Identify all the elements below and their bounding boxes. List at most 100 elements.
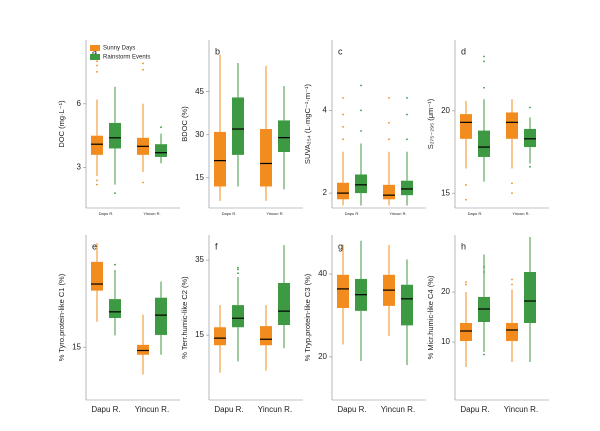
panel-label: b: [215, 46, 220, 56]
outlier: [342, 97, 344, 99]
y-tick-label: 20: [441, 287, 450, 296]
box: [337, 182, 349, 200]
legend-label: Sunny Days: [103, 46, 135, 52]
outlier: [160, 126, 162, 129]
x-tick-label: Dapu R.: [214, 405, 243, 414]
outlier: [114, 192, 116, 195]
box: [232, 97, 244, 155]
x-tick-label: Dapu R.: [345, 211, 360, 216]
y-tick-label: 4: [323, 105, 328, 114]
x-tick-label: Yincun R.: [266, 211, 283, 216]
box: [524, 272, 536, 323]
outlier: [360, 109, 362, 112]
box: [91, 261, 103, 291]
outlier: [237, 266, 239, 269]
y-axis-label: % Tryp.protein-like C3 (%): [303, 273, 312, 361]
y-axis-label: BDOC (%): [180, 106, 189, 142]
x-tick-label: Yincun R.: [143, 211, 160, 216]
outlier: [511, 283, 513, 286]
y-tick-label: 40: [318, 269, 327, 278]
outlier: [465, 198, 467, 201]
outlier: [511, 278, 513, 281]
box: [383, 184, 395, 200]
x-tick-label: Yincun R.: [512, 211, 529, 216]
outlier: [142, 62, 144, 65]
panel-label: g: [338, 241, 343, 251]
y-tick-label: 30: [195, 130, 204, 139]
panel-label: d: [461, 46, 466, 56]
outlier: [360, 84, 362, 87]
outlier: [465, 283, 467, 286]
outlier: [342, 125, 344, 128]
box: [460, 114, 472, 139]
outlier: [511, 182, 513, 185]
outlier: [237, 268, 239, 271]
outlier: [96, 183, 98, 186]
box: [137, 344, 149, 355]
y-tick-label: 6: [77, 99, 82, 108]
box: [260, 129, 272, 187]
box: [109, 122, 121, 149]
outlier: [96, 64, 98, 67]
box: [155, 144, 167, 157]
y-axis-label: SUVA₂₅₄ (L·mgC⁻¹·m⁻¹): [303, 83, 312, 164]
outlier: [237, 272, 239, 275]
x-tick-label: Yincun R.: [381, 405, 415, 414]
outlier: [342, 113, 344, 116]
y-axis-label: DOC (mg·L⁻¹): [57, 100, 66, 148]
outlier: [465, 281, 467, 283]
x-tick-label: Dapu R.: [460, 405, 489, 414]
outlier: [483, 271, 485, 273]
box: [214, 327, 226, 346]
box: [355, 174, 367, 194]
outlier: [96, 60, 98, 63]
box: [506, 112, 518, 139]
outlier: [529, 165, 531, 168]
panel-label: a: [92, 46, 97, 56]
panel-label: c: [338, 46, 343, 56]
box: [260, 326, 272, 346]
x-tick-label: Dapu R.: [468, 211, 483, 216]
y-axis-label: % Terr.humic-like C2 (%): [180, 276, 189, 359]
box: [506, 323, 518, 341]
outlier: [483, 353, 485, 356]
x-tick-label: Dapu R.: [222, 211, 237, 216]
y-axis-label: % Tyro.protein-like C1 (%): [57, 273, 66, 361]
y-tick-label: 45: [195, 87, 204, 96]
box: [109, 299, 121, 318]
panel-label: h: [461, 241, 466, 251]
x-tick-label: Yincun R.: [135, 405, 169, 414]
y-tick-label: 20: [441, 106, 450, 115]
box: [232, 305, 244, 328]
outlier: [360, 130, 362, 132]
x-tick-label: Dapu R.: [99, 211, 114, 216]
outlier: [142, 68, 144, 71]
legend-label: Rainstorm Events: [103, 55, 150, 61]
box: [401, 284, 413, 326]
y-tick-label: 2: [323, 188, 328, 197]
outlier: [96, 70, 98, 73]
outlier: [342, 138, 344, 141]
panel-label: e: [92, 241, 97, 251]
y-tick-label: 15: [72, 342, 81, 351]
outlier: [388, 97, 390, 99]
box: [401, 180, 413, 196]
y-tick-label: 3: [77, 163, 82, 172]
outlier: [483, 86, 485, 89]
box: [214, 131, 226, 187]
x-tick-label: Yincun R.: [504, 405, 538, 414]
box: [460, 323, 472, 341]
y-tick-label: 35: [195, 255, 204, 264]
outlier: [388, 138, 390, 141]
outlier: [406, 97, 408, 99]
outlier: [114, 263, 116, 266]
box: [524, 128, 536, 148]
legend-swatch: [90, 45, 100, 51]
outlier: [529, 106, 531, 109]
y-tick-label: 10: [441, 337, 450, 346]
box: [91, 135, 103, 155]
x-tick-label: Dapu R.: [91, 405, 120, 414]
box: [337, 274, 349, 308]
legend-swatch: [90, 54, 100, 60]
